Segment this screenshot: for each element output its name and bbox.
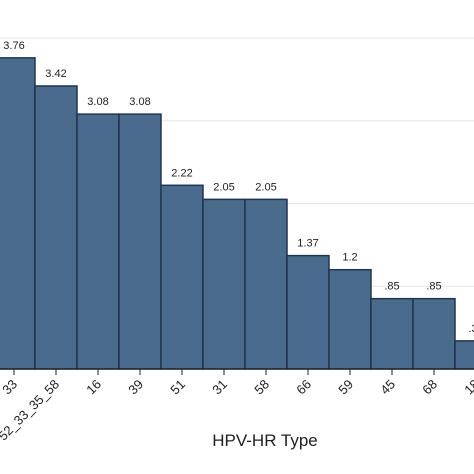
value-label: 2.05 (213, 181, 234, 193)
bar (244, 198, 288, 370)
bar (454, 340, 474, 370)
bar (370, 297, 414, 370)
x-tick-label: 68 (419, 377, 440, 398)
value-label: .34 (468, 323, 474, 335)
x-tick-label: 58 (251, 377, 272, 398)
bar (202, 198, 246, 370)
bar (160, 184, 204, 370)
x-tick-label: 18 (461, 377, 474, 398)
value-label: 1.2 (342, 252, 357, 264)
value-label: 1.37 (297, 238, 318, 250)
x-tick-label: 66 (293, 377, 314, 398)
x-tick-label: 51 (167, 377, 188, 398)
value-label: 3.42 (45, 68, 66, 80)
x-tick-label: 33 (0, 377, 20, 398)
x-tick-label: 39 (125, 377, 146, 398)
x-tick-label: 31 (209, 377, 230, 398)
bar (286, 254, 330, 370)
x-tick-label: 59 (335, 377, 356, 398)
bar (0, 57, 36, 370)
value-label: 3.08 (87, 96, 108, 108)
bar (328, 268, 372, 370)
value-label: 3.76 (3, 40, 24, 52)
bar (76, 113, 120, 370)
value-label: 2.22 (171, 167, 192, 179)
bar (412, 297, 456, 370)
value-label: 3.08 (129, 96, 150, 108)
value-label: .85 (384, 281, 399, 293)
x-tick-label: 45 (377, 377, 398, 398)
x-axis-title: HPV-HR Type (212, 431, 318, 450)
value-label: .85 (426, 281, 441, 293)
bar (34, 85, 78, 370)
x-tick-label: 16 (83, 377, 104, 398)
bar (118, 113, 162, 370)
value-label: 2.05 (255, 181, 276, 193)
